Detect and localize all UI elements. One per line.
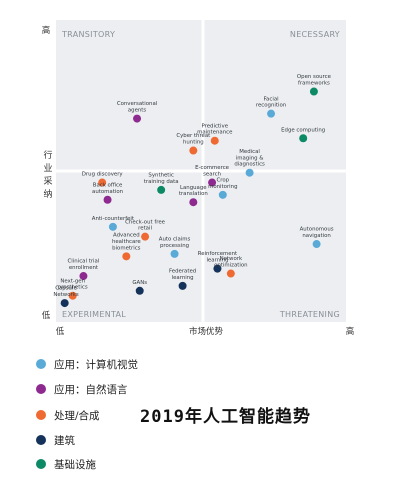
point-crop-monitoring	[218, 190, 227, 199]
point-label-conversational-agents: Conversational agents	[117, 101, 157, 113]
point-label-anti-counterfeit: Anti-counterfeit	[92, 216, 134, 222]
point-predictive-maintenance	[210, 136, 219, 145]
point-label-back-office-automation: Back office automation	[92, 182, 123, 194]
ai-trends-scatter-chart: TRANSITORY NECESSARY EXPERIMENTAL THREAT…	[42, 20, 355, 337]
point-federated-learning	[178, 281, 187, 290]
point-capsule-networks	[60, 299, 69, 308]
point-drug-discovery	[98, 178, 107, 187]
point-label-cyber-threat-hunting: Cyber threat hunting	[176, 133, 210, 145]
quadrant-label-necessary: NECESSARY	[290, 30, 340, 39]
point-label-federated-learning: Federated learning	[169, 268, 196, 280]
point-facial-recognition	[267, 109, 276, 118]
point-back-office-automation	[103, 195, 112, 204]
point-open-source-frameworks	[309, 87, 318, 96]
point-conversational-agents	[133, 114, 142, 123]
legend-label: 基础设施	[54, 459, 96, 471]
point-e-commerce-search	[208, 178, 217, 187]
point-network-optimization	[226, 269, 235, 278]
point-autonomous-navigation	[312, 240, 321, 249]
point-edge-computing	[299, 134, 308, 143]
point-label-medical-imaging-diagnostics: Medical imaging & diagnostics	[234, 149, 265, 168]
y-axis-high-label: 高	[42, 25, 51, 36]
point-label-auto-claims-processing: Auto claims processing	[159, 236, 191, 248]
point-label-network-optimization: Network optimization	[214, 256, 248, 268]
headline: 2019年人工智能趋势	[140, 407, 311, 427]
legend-dot	[36, 359, 46, 369]
point-label-open-source-frameworks: Open source frameworks	[297, 74, 332, 86]
point-reinforcement-learning	[213, 264, 222, 273]
point-cyber-threat-hunting	[189, 146, 198, 155]
point-label-synthetic-training-data: Synthetic training data	[144, 173, 179, 185]
point-label-advanced-healthcare-biometrics: Advanced healthcare biometrics	[112, 233, 141, 252]
legend-dot	[36, 435, 46, 445]
point-clinical-trial-enrollment	[79, 272, 88, 281]
point-label-crop-monitoring: Crop monitoring	[208, 177, 237, 189]
y-axis-low-label: 低	[42, 310, 51, 321]
point-next-gen-prosthetics	[68, 291, 77, 300]
legend-label: 应用：自然语言	[54, 384, 128, 396]
legend-label: 建筑	[54, 435, 75, 447]
point-label-next-gen-prosthetics: Next-gen prosthetics	[58, 278, 88, 290]
point-auto-claims-processing	[170, 249, 179, 258]
quadrant-label-experimental: EXPERIMENTAL	[62, 310, 126, 319]
points-layer: Open source frameworks Facial recognition Co…	[53, 74, 334, 308]
legend-label: 应用：计算机视觉	[54, 359, 138, 371]
legend-dot	[36, 384, 46, 394]
legend-dot	[36, 410, 46, 420]
point-label-autonomous-navigation: Autonomous navigation	[300, 227, 334, 239]
x-axis-title: 市场优势	[189, 326, 224, 337]
quadrant-label-transitory: TRANSITORY	[61, 30, 115, 39]
point-label-predictive-maintenance: Predictive maintenance	[197, 123, 233, 135]
point-label-language-translation: Language translation	[179, 185, 208, 197]
x-axis-high-label: 高	[346, 326, 355, 337]
point-language-translation	[189, 198, 198, 207]
point-anti-counterfeit	[108, 222, 117, 231]
point-label-e-commerce-search: E-commerce search	[195, 165, 229, 177]
y-axis-title: 行业采纳	[43, 151, 53, 200]
point-label-clinical-trial-enrollment: Clinical trial enrollment	[68, 259, 100, 271]
point-label-check-out-free-retail: Check-out free retail	[125, 219, 165, 231]
point-label-drug-discovery: Drug discovery	[82, 172, 124, 178]
point-synthetic-training-data	[157, 185, 166, 194]
quadrant-label-threatening: THREATENING	[279, 310, 340, 319]
point-medical-imaging-diagnostics	[245, 168, 254, 177]
point-check-out-free-retail	[141, 232, 150, 241]
point-label-facial-recognition: Facial recognition	[256, 96, 286, 108]
legend-label: 处理/合成	[54, 410, 100, 422]
point-label-edge-computing: Edge computing	[281, 127, 325, 133]
point-label-capsule-networks: Capsule Networks	[53, 286, 79, 298]
point-advanced-healthcare-biometrics	[122, 252, 131, 261]
point-gans	[135, 286, 144, 295]
point-label-gans: GANs	[132, 280, 147, 286]
legend-dot	[36, 459, 46, 469]
point-label-reinforcement-learning: Reinforcement learning	[198, 251, 237, 263]
x-axis-low-label: 低	[56, 326, 65, 337]
